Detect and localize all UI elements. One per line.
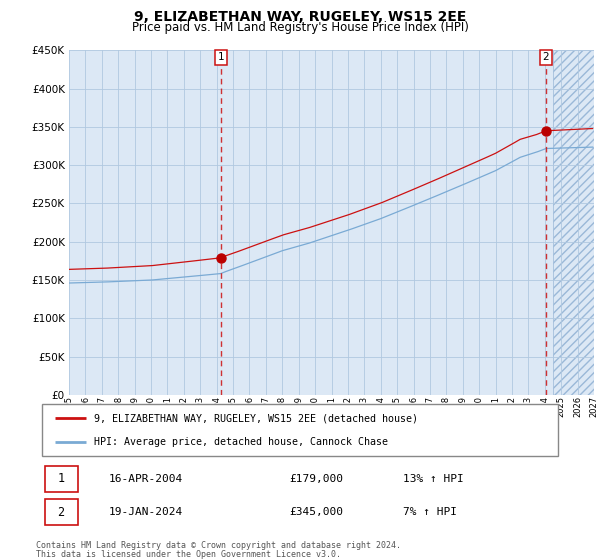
Text: Price paid vs. HM Land Registry's House Price Index (HPI): Price paid vs. HM Land Registry's House … bbox=[131, 21, 469, 34]
Text: 1: 1 bbox=[218, 52, 225, 62]
Text: 19-JAN-2024: 19-JAN-2024 bbox=[109, 507, 184, 517]
Text: HPI: Average price, detached house, Cannock Chase: HPI: Average price, detached house, Cann… bbox=[94, 437, 388, 447]
FancyBboxPatch shape bbox=[44, 466, 78, 492]
Text: 13% ↑ HPI: 13% ↑ HPI bbox=[403, 474, 464, 484]
Text: 9, ELIZABETHAN WAY, RUGELEY, WS15 2EE (detached house): 9, ELIZABETHAN WAY, RUGELEY, WS15 2EE (d… bbox=[94, 413, 418, 423]
Text: 9, ELIZABETHAN WAY, RUGELEY, WS15 2EE: 9, ELIZABETHAN WAY, RUGELEY, WS15 2EE bbox=[134, 10, 466, 24]
Text: 7% ↑ HPI: 7% ↑ HPI bbox=[403, 507, 457, 517]
Text: This data is licensed under the Open Government Licence v3.0.: This data is licensed under the Open Gov… bbox=[36, 550, 341, 559]
Text: £179,000: £179,000 bbox=[290, 474, 344, 484]
Text: Contains HM Land Registry data © Crown copyright and database right 2024.: Contains HM Land Registry data © Crown c… bbox=[36, 541, 401, 550]
Text: 1: 1 bbox=[58, 472, 65, 486]
Text: 16-APR-2004: 16-APR-2004 bbox=[109, 474, 184, 484]
Text: 2: 2 bbox=[58, 506, 65, 519]
Text: £345,000: £345,000 bbox=[290, 507, 344, 517]
Text: 2: 2 bbox=[542, 52, 549, 62]
FancyBboxPatch shape bbox=[44, 500, 78, 525]
